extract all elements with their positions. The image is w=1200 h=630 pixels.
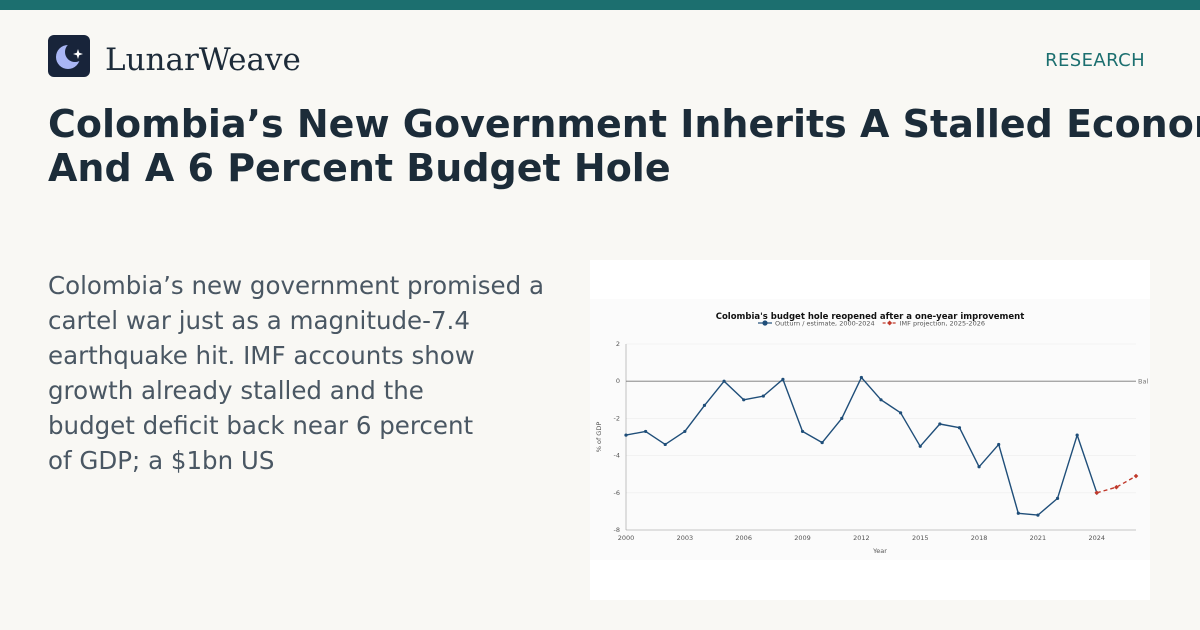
brand-logo[interactable] bbox=[48, 35, 90, 77]
data-point bbox=[997, 442, 1001, 447]
data-point bbox=[899, 411, 903, 415]
data-point bbox=[742, 398, 746, 402]
data-point bbox=[840, 416, 844, 420]
top-accent-bar bbox=[0, 0, 1200, 10]
summary-line: cartel war just as a magnitude-7.4 bbox=[48, 306, 470, 335]
data-point bbox=[1133, 473, 1139, 479]
y-tick-label: -8 bbox=[614, 526, 620, 534]
legend-marker bbox=[762, 320, 768, 326]
legend-label-2: IMF projection, 2025-2026 bbox=[900, 319, 985, 327]
data-point bbox=[938, 422, 942, 426]
data-point bbox=[957, 426, 962, 430]
x-tick-label: 2009 bbox=[794, 534, 811, 542]
data-point bbox=[781, 377, 785, 381]
summary-line: of GDP; a $1bn US bbox=[48, 446, 275, 475]
chart-title: Colombia's budget hole reopened after a … bbox=[716, 312, 1025, 322]
data-point bbox=[624, 433, 628, 437]
chart-card: Colombia's budget hole reopened after a … bbox=[590, 260, 1150, 600]
data-point bbox=[683, 429, 687, 434]
x-tick-label: 2006 bbox=[735, 534, 752, 542]
data-point bbox=[1055, 496, 1060, 500]
chart-legend: Outturn / estimate, 2000-2024 IMF project… bbox=[758, 319, 985, 327]
budget-balance-chart: Colombia's budget hole reopened after a … bbox=[590, 299, 1150, 560]
section-label[interactable]: RESEARCH bbox=[1045, 50, 1145, 71]
crescent-moon-star-icon bbox=[56, 42, 85, 69]
data-point bbox=[977, 465, 981, 469]
y-tick-label: -2 bbox=[614, 414, 620, 422]
summary-line: earthquake hit. IMF accounts show bbox=[48, 341, 475, 370]
data-point bbox=[820, 440, 824, 445]
legend-marker bbox=[887, 320, 893, 326]
data-point bbox=[1016, 511, 1020, 515]
y-tick-label: 0 bbox=[616, 377, 620, 385]
data-point bbox=[918, 444, 922, 448]
x-tick-label: 2024 bbox=[1088, 534, 1105, 542]
data-point bbox=[663, 442, 667, 447]
chart-series bbox=[624, 375, 1139, 517]
data-point bbox=[644, 429, 648, 434]
brand-name[interactable]: LunarWeave bbox=[105, 42, 301, 78]
summary-line: budget deficit back near 6 percent bbox=[48, 411, 474, 440]
headline-line: And A 6 Percent Budget Hole bbox=[48, 146, 671, 190]
legend-label-1: Outturn / estimate, 2000-2024 bbox=[775, 319, 875, 327]
x-tick-label: 2015 bbox=[912, 534, 929, 542]
data-point bbox=[722, 379, 726, 383]
x-tick-label: 2003 bbox=[677, 534, 694, 542]
reference-line-label: Bal bbox=[1138, 378, 1148, 386]
data-point bbox=[761, 394, 765, 398]
chart-plot-panel bbox=[590, 299, 1150, 560]
data-point bbox=[800, 429, 805, 434]
x-axis-label: Year bbox=[872, 547, 887, 555]
headline-line: Colombia’s New Government Inherits A Sta… bbox=[48, 102, 1200, 146]
x-tick-label: 2012 bbox=[853, 534, 870, 542]
x-tick-label: 2021 bbox=[1030, 534, 1047, 542]
data-point bbox=[1036, 513, 1040, 517]
article-summary: Colombia’s new government promised a car… bbox=[48, 268, 568, 478]
data-point bbox=[1094, 490, 1100, 496]
summary-line: Colombia’s new government promised a bbox=[48, 271, 544, 300]
x-tick-label: 2018 bbox=[971, 534, 988, 542]
y-axis-label: % of GDP bbox=[595, 422, 603, 453]
article-headline: Colombia’s New Government Inherits A Sta… bbox=[48, 102, 1200, 190]
data-point bbox=[1075, 433, 1079, 437]
series-line-2 bbox=[1096, 475, 1137, 494]
data-point bbox=[1114, 484, 1119, 490]
y-tick-label: 2 bbox=[616, 340, 620, 348]
y-tick-label: -4 bbox=[614, 452, 620, 460]
data-point bbox=[702, 403, 707, 407]
chart-axes: -8 -6 -4 -2 0 2 2000 2003 2006 2009 2012 2015 2018 20… bbox=[614, 340, 1149, 542]
summary-line: growth already stalled and the bbox=[48, 376, 424, 405]
y-tick-label: -6 bbox=[614, 489, 620, 497]
data-point bbox=[879, 398, 883, 402]
data-point bbox=[859, 375, 863, 380]
x-tick-label: 2000 bbox=[618, 534, 635, 542]
